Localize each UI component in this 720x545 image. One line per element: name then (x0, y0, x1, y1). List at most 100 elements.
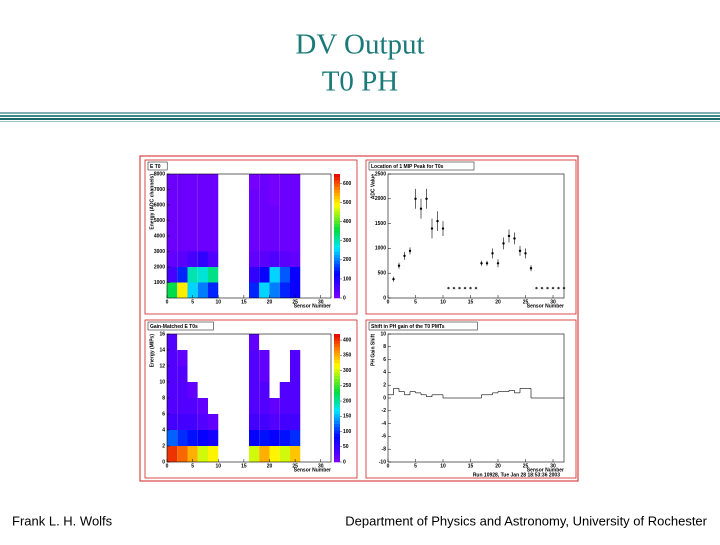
colorbar-tick-label: 100 (343, 276, 352, 282)
heat-cell (249, 446, 260, 462)
data-point (419, 207, 423, 210)
heat-cell (208, 334, 219, 350)
y-tick-label: 12 (159, 363, 165, 369)
panel-title: E T0 (150, 164, 161, 170)
colorbar-segment (334, 414, 340, 418)
colorbar-segment (334, 189, 340, 193)
colorbar-segment (334, 452, 340, 456)
colorbar-segment (334, 192, 340, 196)
colorbar-tick-label: 400 (343, 337, 352, 343)
heat-cell (249, 350, 260, 366)
panel-title: Shift in PH gain of the T0 PMTs (371, 324, 445, 330)
heat-cell (177, 350, 188, 366)
colorbar-segment (334, 198, 340, 203)
colorbar-tick-label: 300 (343, 238, 352, 244)
y-tick-label: 2000 (154, 264, 165, 270)
heat-cell (197, 267, 208, 283)
colorbar-segment (334, 458, 340, 463)
heat-cell (177, 267, 188, 283)
colorbar-tick-label: 250 (343, 383, 352, 389)
colorbar-tick-label: 200 (343, 398, 352, 404)
colorbar-segment (334, 257, 340, 262)
heat-cell (290, 267, 301, 283)
colorbar-segment (334, 245, 340, 249)
panel-title-box (147, 321, 214, 331)
colorbar-segment (334, 291, 340, 296)
colorbar-segment (334, 282, 340, 286)
heat-cell (187, 398, 198, 414)
heat-cell (290, 174, 301, 190)
colorbar-segment (334, 359, 340, 364)
x-axis-label: Sensor Number (294, 303, 331, 309)
data-point (474, 286, 478, 290)
heat-cell (187, 174, 198, 190)
heat-cell (187, 205, 198, 221)
heat-cell (290, 205, 301, 221)
data-point (557, 286, 560, 290)
y-tick-label: 14 (159, 347, 165, 353)
heat-cell (290, 189, 301, 205)
x-tick-label: 20 (495, 463, 501, 469)
colorbar-segment (334, 391, 340, 396)
y-tick-label: 7000 (154, 187, 165, 193)
data-point (463, 286, 467, 290)
heat-cell (197, 251, 208, 267)
colorbar-tick-label: 0 (343, 459, 346, 465)
slide-title: DV Output (295, 29, 424, 61)
x-tick-label: 15 (241, 463, 247, 469)
colorbar-segment (334, 183, 340, 187)
x-tick-label: 5 (191, 299, 194, 305)
data-point (408, 249, 412, 253)
heat-cell (177, 205, 188, 221)
heat-cell (279, 282, 290, 298)
panel-title-box (368, 321, 478, 331)
colorbar-segment (334, 334, 340, 338)
heat-cell (197, 236, 208, 252)
heat-cell (279, 174, 290, 190)
colorbar-tick-label: 200 (343, 257, 352, 263)
heat-cell (279, 414, 290, 430)
colorbar-segment (334, 223, 340, 227)
heat-cell (197, 189, 208, 205)
heat-cell (208, 446, 219, 462)
colorbar-segment (334, 273, 340, 277)
heat-cell (197, 366, 208, 382)
y-tick-label: -10 (379, 459, 386, 465)
colorbar-tick-label: 300 (343, 368, 352, 374)
x-tick-label: 10 (440, 299, 446, 305)
heat-cell (279, 398, 290, 414)
footer-left: Frank L. H. Wolfs (12, 513, 113, 528)
heat-cell (259, 189, 270, 205)
x-tick-label: 15 (241, 299, 247, 305)
heat-cell (197, 220, 208, 236)
heat-cell (167, 205, 178, 221)
colorbar-segment (334, 430, 340, 434)
x-tick-label: 20 (267, 299, 273, 305)
y-tick-label: -8 (382, 447, 387, 453)
heat-cell (208, 350, 219, 366)
y-tick-label: 1000 (154, 280, 165, 286)
colorbar-tick-label: 50 (343, 444, 349, 450)
data-point (441, 227, 445, 230)
colorbar-tick-label: 400 (343, 219, 352, 225)
data-point (551, 286, 555, 290)
heat-cell (177, 366, 188, 382)
colorbar-segment (334, 410, 340, 415)
heat-cell (177, 282, 188, 298)
heat-cell (249, 236, 260, 252)
colorbar-segment (334, 378, 340, 383)
heat-cell (197, 414, 208, 430)
heat-cell (197, 174, 208, 190)
heat-cell (259, 220, 270, 236)
y-tick-label: 4 (162, 427, 165, 433)
colorbar-segment (334, 343, 340, 348)
colorbar-segment (334, 337, 340, 341)
run-annotation: Run 10928, Tue Jan 28 18:53:36 2003 (473, 472, 560, 478)
heat-cell (197, 205, 208, 221)
y-tick-label: -2 (382, 408, 387, 414)
heat-cell (290, 430, 301, 446)
heat-cell (259, 414, 270, 430)
heat-cell (259, 350, 270, 366)
data-point (535, 286, 538, 290)
